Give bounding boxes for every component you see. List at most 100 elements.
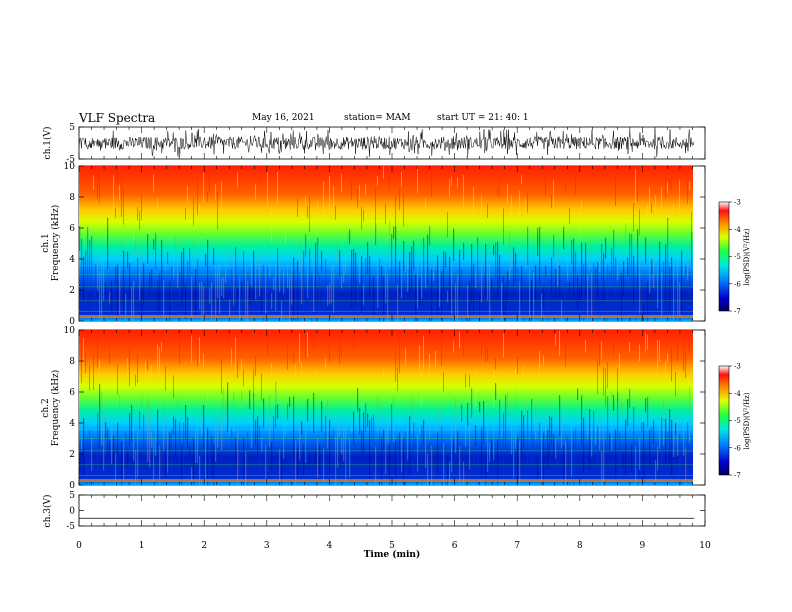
spectrogram-stripe	[465, 373, 466, 388]
spectrogram-stripe	[241, 390, 243, 403]
spectrogram-stripe	[693, 263, 694, 289]
spectrogram-stripe	[561, 300, 563, 321]
spectrogram-stripe	[555, 334, 556, 346]
spectrogram-stripe	[329, 283, 331, 305]
spectrogram-stripe	[519, 190, 520, 217]
spectrogram-stripe	[245, 450, 247, 485]
spectrogram-stripe	[655, 460, 657, 483]
spectrogram-stripe	[657, 266, 659, 309]
spectrogram-stripe	[141, 194, 142, 221]
spectrogram-stripe	[419, 412, 421, 434]
spectrogram-stripe	[209, 454, 211, 485]
spectrogram-stripe	[417, 247, 419, 309]
spectrogram-stripe	[391, 234, 393, 284]
spectrogram-stripe	[591, 272, 593, 321]
spectrogram-stripe	[369, 420, 371, 480]
spectrogram-stripe	[497, 186, 498, 196]
spectrogram-stripe	[313, 392, 315, 433]
spectrogram-stripe	[599, 340, 600, 366]
spectrogram-stripe	[271, 362, 272, 383]
spectrogram-stripe	[665, 172, 666, 200]
spectrogram-stripe	[121, 179, 122, 217]
spectrogram-stripe	[299, 333, 300, 364]
spectrogram-stripe	[389, 220, 391, 269]
spectrogram-stripe	[327, 400, 329, 449]
spectrogram-stripe	[231, 269, 233, 300]
spectrogram-stripe	[121, 441, 123, 485]
spectrogram-stripe	[85, 250, 87, 313]
spectrogram-stripe	[413, 422, 415, 481]
spectrogram-stripe	[665, 361, 666, 386]
spectrogram-stripe	[173, 416, 175, 435]
spectrogram-stripe	[429, 353, 430, 385]
spectrogram-stripe	[99, 383, 101, 448]
spectrogram-stripe	[139, 411, 141, 431]
spectrogram-stripe	[351, 249, 353, 309]
spectrogram-stripe	[99, 167, 100, 203]
spectrogram-stripe	[335, 205, 336, 220]
spectrogram-stripe	[553, 235, 555, 258]
spectrogram-stripe	[463, 462, 465, 485]
spectrogram-stripe	[463, 339, 464, 357]
spectrogram-stripe	[225, 241, 227, 283]
spectrogram-stripe	[301, 421, 303, 435]
spectrogram-stripe	[413, 240, 415, 270]
spectrogram-stripe	[481, 248, 483, 303]
spectrogram-stripe	[167, 252, 169, 264]
spectrogram-stripe	[393, 226, 395, 239]
spectrogram-stripe	[451, 409, 453, 473]
spectrogram-stripe	[579, 447, 581, 460]
spectrogram-stripe	[119, 395, 121, 420]
colorbar-tick-label: -4	[734, 226, 741, 234]
spectrogram-stripe	[623, 452, 625, 468]
spectrogram-stripe	[421, 238, 423, 299]
spectrogram-stripe	[303, 250, 305, 310]
spectrogram-stripe	[605, 441, 607, 478]
spectrogram-stripe	[539, 350, 540, 382]
spectrogram-stripe	[411, 398, 413, 434]
spectrogram-stripe	[141, 286, 143, 316]
spectrogram-stripe	[243, 437, 245, 485]
spectrogram-stripe	[343, 423, 345, 461]
spectrogram-stripe	[157, 198, 158, 235]
spectrogram-stripe	[221, 359, 222, 394]
spectrogram-stripe	[191, 335, 192, 364]
ch2-spec-ytick-label: 0	[69, 481, 75, 491]
station-label: station= MAM	[344, 113, 411, 123]
spectrogram-stripe	[333, 265, 335, 313]
spectrogram-stripe	[621, 401, 623, 414]
spectrogram-stripe	[651, 203, 652, 214]
spectrogram-stripe	[469, 374, 470, 387]
spectrogram-stripe	[247, 431, 249, 485]
spectrogram-stripe	[503, 412, 505, 475]
spectrogram-stripe	[135, 238, 137, 258]
spectrogram-stripe	[375, 188, 376, 224]
spectrogram-stripe	[609, 270, 611, 282]
spectrogram-stripe	[399, 186, 400, 210]
spectrogram-stripe	[311, 273, 313, 321]
spectrogram-stripe	[317, 237, 319, 277]
spectrogram-stripe	[421, 425, 423, 485]
spectrogram-stripe	[535, 265, 537, 301]
spectrogram-stripe	[501, 282, 503, 321]
spectrogram-stripe	[479, 294, 481, 321]
spectrogram-stripe	[303, 445, 305, 475]
spectrogram-stripe	[545, 169, 546, 196]
spectrogram-stripe	[577, 275, 579, 310]
spectrogram-stripe	[425, 420, 427, 469]
spectrogram-stripe	[109, 348, 110, 365]
spectrogram-stripe	[645, 398, 647, 413]
spectrogram-stripe	[365, 257, 367, 279]
spectrogram-stripe	[151, 365, 152, 396]
spectrogram-stripe	[627, 257, 629, 277]
spectrogram-stripe	[533, 434, 535, 472]
ch1-wave-ytick-label: -5	[66, 155, 75, 165]
spectrogram-stripe	[321, 250, 323, 272]
spectrogram-stripe	[137, 257, 139, 286]
spectrogram-stripe	[649, 429, 651, 467]
spectrogram-stripe	[359, 244, 361, 283]
spectrogram-stripe	[393, 396, 395, 443]
spectrogram-stripe	[503, 208, 504, 245]
spectrogram-stripe	[241, 358, 242, 373]
figure-title: VLF Spectra	[79, 111, 156, 125]
